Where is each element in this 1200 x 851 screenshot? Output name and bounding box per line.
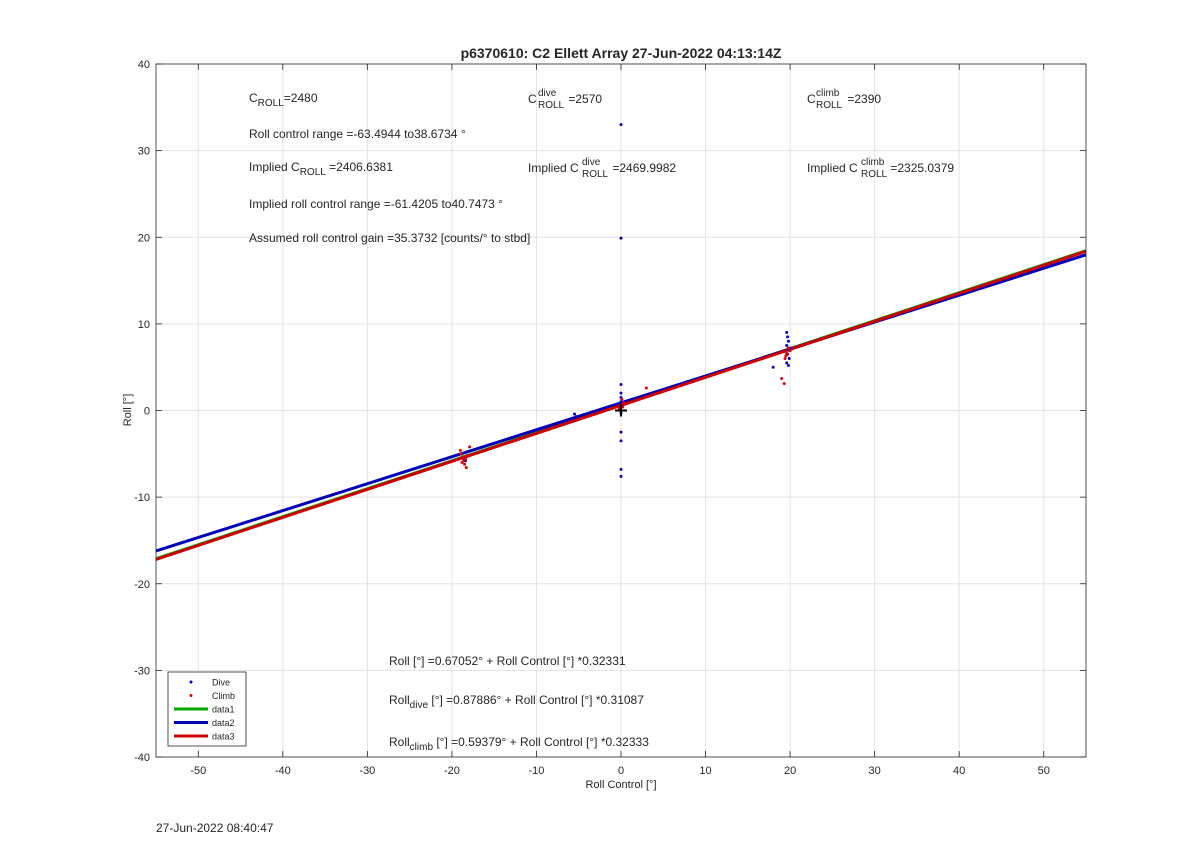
legend-label-data2: data2 [212, 718, 235, 728]
legend-marker-dive [189, 680, 193, 684]
point-dive [786, 335, 790, 339]
point-climb [465, 454, 469, 458]
point-climb [463, 457, 467, 461]
footer-timestamp: 27-Jun-2022 08:40:47 [156, 821, 274, 835]
point-climb [644, 386, 648, 390]
point-climb [464, 466, 468, 470]
point-dive [619, 430, 623, 434]
point-climb [788, 349, 792, 353]
legend-label-data1: data1 [212, 705, 235, 715]
x-tick-label: -10 [529, 765, 545, 777]
legend: Dive Climb data1 data2 data3 [167, 671, 247, 747]
y-tick-label: 30 [138, 146, 150, 158]
implied-c-roll-annotation: Implied CROLL =2406.6381 [249, 160, 393, 178]
point-climb [468, 445, 472, 449]
point-dive [785, 344, 789, 348]
y-tick-label: -30 [134, 665, 150, 677]
implied-range-annotation: Implied roll control range =-61.4205 to4… [249, 197, 503, 211]
point-climb [784, 354, 788, 358]
point-climb [463, 462, 467, 466]
y-tick-label: 40 [138, 59, 150, 71]
point-climb [620, 397, 624, 401]
point-climb [459, 452, 463, 456]
point-climb [785, 351, 789, 355]
point-climb [461, 455, 465, 459]
point-dive [619, 236, 623, 240]
legend-label-data3: data3 [212, 732, 235, 742]
c-roll-annotation: CROLL=2480 [249, 91, 318, 109]
y-tick-label: 20 [138, 232, 150, 244]
y-tick-label: -20 [134, 579, 150, 591]
legend-label-dive: Dive [212, 678, 230, 688]
point-dive [619, 467, 623, 471]
fit-climb-annotation: Rollclimb [°] =0.59379° + Roll Control [… [389, 735, 649, 753]
x-tick-label: 10 [699, 765, 711, 777]
point-climb [460, 460, 464, 464]
x-tick-label: -30 [359, 765, 375, 777]
y-tick-label: -10 [134, 492, 150, 504]
x-axis-label: Roll Control [°] [585, 779, 656, 791]
legend-marker-climb [189, 694, 193, 697]
y-axis-label: Roll [°] [122, 394, 134, 427]
point-dive [785, 361, 789, 365]
c-roll-dive-annotation: Cdive ROLL =2570 [528, 88, 602, 111]
gain-annotation: Assumed roll control gain =35.3732 [coun… [249, 231, 530, 245]
chart-title: p6370610: C2 Ellett Array 27-Jun-2022 04… [461, 45, 782, 61]
x-tick-label: -40 [275, 765, 291, 777]
point-dive [787, 357, 791, 361]
point-climb [782, 382, 786, 386]
x-tick-label: 40 [953, 765, 965, 777]
plot-content [156, 123, 1086, 561]
fit-all-annotation: Roll [°] =0.67052° + Roll Control [°] *0… [389, 654, 626, 668]
point-climb [458, 448, 462, 452]
point-dive [619, 123, 623, 127]
point-dive [785, 331, 789, 335]
x-tick-label: 20 [784, 765, 796, 777]
point-dive [574, 415, 578, 419]
point-dive [771, 365, 775, 369]
roll-range-annotation: Roll control range =-63.4944 to38.6734 ° [249, 127, 466, 141]
point-climb [622, 401, 626, 405]
fit-dive-annotation: Rolldive [°] =0.87886° + Roll Control [°… [389, 693, 644, 711]
annotations: CROLL=2480 Cdive ROLL =2570 Cclimb ROLL =2… [249, 88, 954, 753]
plot-frame [155, 63, 1087, 758]
point-dive [786, 363, 790, 367]
c-roll-climb-annotation: Cclimb ROLL =2390 [807, 88, 881, 111]
y-axis-ticks: -40 -30 -20 -10 0 10 20 30 40 [134, 59, 1086, 764]
point-dive [619, 439, 623, 443]
x-tick-label: 50 [1038, 765, 1050, 777]
point-dive [619, 474, 623, 478]
point-dive [619, 383, 623, 387]
point-climb [783, 357, 787, 361]
y-tick-label: 10 [138, 319, 150, 331]
x-tick-label: 0 [618, 765, 624, 777]
x-tick-label: -20 [444, 765, 460, 777]
point-dive [619, 391, 623, 395]
point-dive [786, 339, 790, 343]
x-axis-ticks: -50 -40 -30 -20 -10 0 10 20 30 40 50 [190, 64, 1050, 777]
point-dive [619, 400, 623, 404]
y-tick-label: 0 [144, 406, 150, 418]
y-tick-label: -40 [134, 752, 150, 764]
point-climb [786, 346, 790, 350]
point-climb [780, 376, 784, 380]
x-tick-label: 30 [869, 765, 881, 777]
point-dive [573, 412, 576, 416]
legend-label-climb: Climb [212, 691, 235, 701]
x-tick-label: -50 [190, 765, 206, 777]
